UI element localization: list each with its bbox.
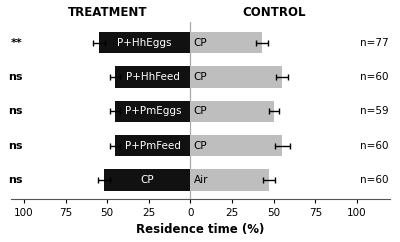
- Text: Air: Air: [194, 175, 208, 185]
- Text: **: **: [10, 38, 22, 48]
- Text: TREATMENT: TREATMENT: [67, 6, 147, 19]
- Text: n=60: n=60: [360, 72, 389, 82]
- Text: n=60: n=60: [360, 141, 389, 151]
- Bar: [190, 169, 269, 191]
- Text: CONTROL: CONTROL: [242, 6, 306, 19]
- Bar: [190, 32, 262, 53]
- Bar: [190, 101, 274, 122]
- X-axis label: Residence time (%): Residence time (%): [136, 223, 265, 236]
- Text: n=59: n=59: [360, 106, 389, 116]
- Text: n=60: n=60: [360, 175, 389, 185]
- Bar: [190, 67, 282, 88]
- Text: P+HhEggs: P+HhEggs: [117, 38, 172, 48]
- Bar: [116, 101, 190, 122]
- Text: CP: CP: [194, 141, 207, 151]
- Text: n=77: n=77: [360, 38, 389, 48]
- Text: CP: CP: [194, 106, 207, 116]
- Text: ns: ns: [8, 141, 22, 151]
- Text: CP: CP: [140, 175, 154, 185]
- Text: P+PmEggs: P+PmEggs: [125, 106, 181, 116]
- Bar: [104, 169, 190, 191]
- Text: ns: ns: [8, 72, 22, 82]
- Bar: [116, 135, 190, 156]
- Text: CP: CP: [194, 38, 207, 48]
- Text: P+PmFeed: P+PmFeed: [125, 141, 181, 151]
- Bar: [116, 67, 190, 88]
- Bar: [99, 32, 190, 53]
- Text: ns: ns: [8, 175, 22, 185]
- Bar: [190, 135, 282, 156]
- Text: CP: CP: [194, 72, 207, 82]
- Text: ns: ns: [8, 106, 22, 116]
- Text: P+HhFeed: P+HhFeed: [126, 72, 180, 82]
